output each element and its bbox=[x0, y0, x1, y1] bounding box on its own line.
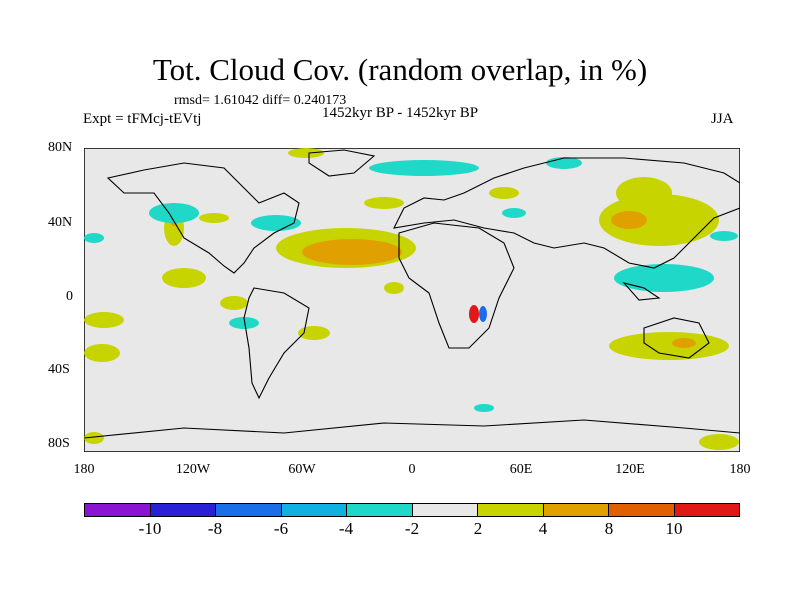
y-tick-label: 40S bbox=[48, 362, 70, 377]
colorbar-segment bbox=[674, 504, 739, 516]
x-tick-label: 60W bbox=[288, 462, 316, 477]
coastlines bbox=[84, 149, 740, 439]
colorbar-segment bbox=[150, 504, 216, 516]
eurasia-coast bbox=[393, 157, 740, 269]
negative-anomaly-patches bbox=[84, 157, 738, 412]
period-label: 1452kyr BP - 1452kyr BP bbox=[322, 105, 479, 121]
colorbar-label: 2 bbox=[473, 519, 483, 538]
colorbar-label: -6 bbox=[273, 519, 289, 538]
colorbar-segment bbox=[347, 504, 413, 516]
colorbar-segment bbox=[216, 504, 282, 516]
experiment-label: Expt = tFMcj-tEVtj bbox=[83, 111, 202, 127]
x-tick-label: 120W bbox=[175, 462, 211, 477]
colorbar-segment bbox=[478, 504, 544, 516]
season-label: JJA bbox=[711, 111, 734, 127]
y-tick-label: 80S bbox=[48, 436, 70, 451]
y-tick-label: 40N bbox=[48, 215, 73, 230]
x-tick-label: 0 bbox=[408, 462, 416, 477]
colorbar-label: 4 bbox=[538, 519, 548, 538]
cloud-cover-map bbox=[84, 148, 740, 452]
y-tick-label: 0 bbox=[66, 289, 73, 304]
south-america-coast bbox=[243, 287, 310, 400]
map-title: Tot. Cloud Cov. (random overlap, in %) bbox=[152, 52, 648, 87]
colorbar-segment bbox=[281, 504, 347, 516]
x-tick-label: 180 bbox=[73, 462, 95, 477]
africa-coast bbox=[398, 222, 515, 349]
colorbar-segment bbox=[85, 504, 151, 516]
stats-text: rmsd= 1.61042 diff= 0.240173 bbox=[174, 93, 347, 108]
dipole-anomaly bbox=[469, 305, 487, 323]
x-tick-label: 120E bbox=[615, 462, 645, 477]
x-tick-label: 180 bbox=[729, 462, 751, 477]
colorbar-label: 10 bbox=[665, 519, 683, 538]
colorbar-segment bbox=[609, 504, 675, 516]
colorbar-segment bbox=[412, 504, 478, 516]
antarctica-coast bbox=[84, 419, 740, 439]
north-america-coast bbox=[106, 162, 300, 274]
colorbar-label: -4 bbox=[338, 519, 354, 538]
colorbar-label: -8 bbox=[207, 519, 223, 538]
greenland-coast bbox=[308, 149, 376, 177]
colorbar-label: 8 bbox=[604, 519, 614, 538]
colorbar-label: -10 bbox=[138, 519, 162, 538]
indonesia-coast bbox=[622, 282, 661, 301]
colorbar-segment bbox=[543, 504, 609, 516]
x-tick-label: 60E bbox=[509, 462, 533, 477]
colorbar bbox=[84, 503, 740, 517]
y-tick-label: 80N bbox=[48, 140, 73, 155]
australia-coast bbox=[643, 317, 710, 359]
colorbar-label: -2 bbox=[404, 519, 420, 538]
